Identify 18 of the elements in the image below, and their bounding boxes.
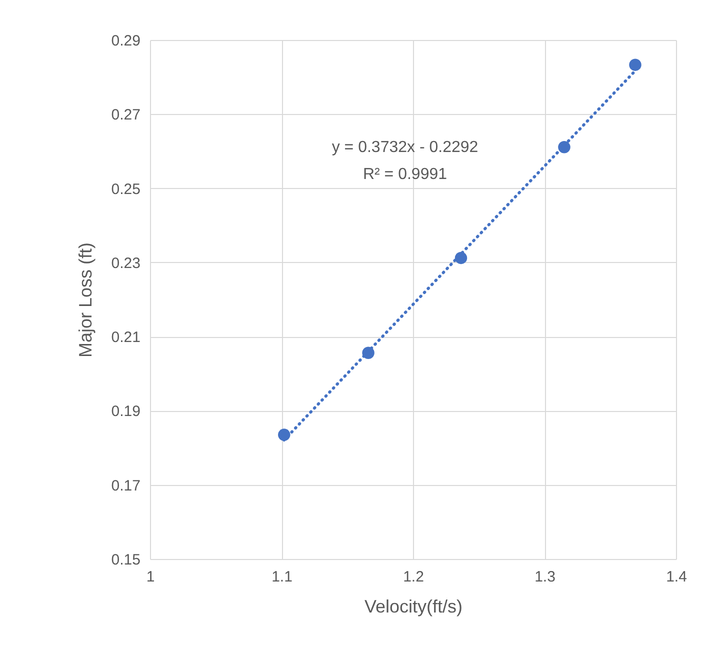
- y-tick-label: 0.29: [111, 32, 140, 50]
- y-tick-label: 0.17: [111, 477, 140, 494]
- x-axis-title: Velocity(ft/s): [364, 596, 463, 616]
- y-axis-title: Major Loss (ft): [75, 242, 96, 358]
- y-tick-label: 0.21: [111, 329, 140, 346]
- point: [629, 58, 642, 71]
- y-tick-label: 0.23: [111, 254, 140, 272]
- y-tick-label: 0.19: [111, 403, 140, 420]
- x-tick-label: 1.4: [666, 568, 687, 586]
- x-tick-label: 1.1: [272, 568, 292, 586]
- y-tick-label: 0.27: [111, 106, 140, 124]
- y-tick-label: 0.25: [111, 180, 140, 198]
- x-tick-label: 1.3: [534, 568, 556, 586]
- x-tick-label: 1: [146, 568, 155, 586]
- x-tick-label: 1.2: [403, 568, 424, 586]
- annotation: y = 0.3732x - 0.2292: [332, 139, 478, 156]
- annotation: R² = 0.9991: [362, 166, 448, 183]
- y-tick-label: 0.15: [111, 552, 140, 568]
